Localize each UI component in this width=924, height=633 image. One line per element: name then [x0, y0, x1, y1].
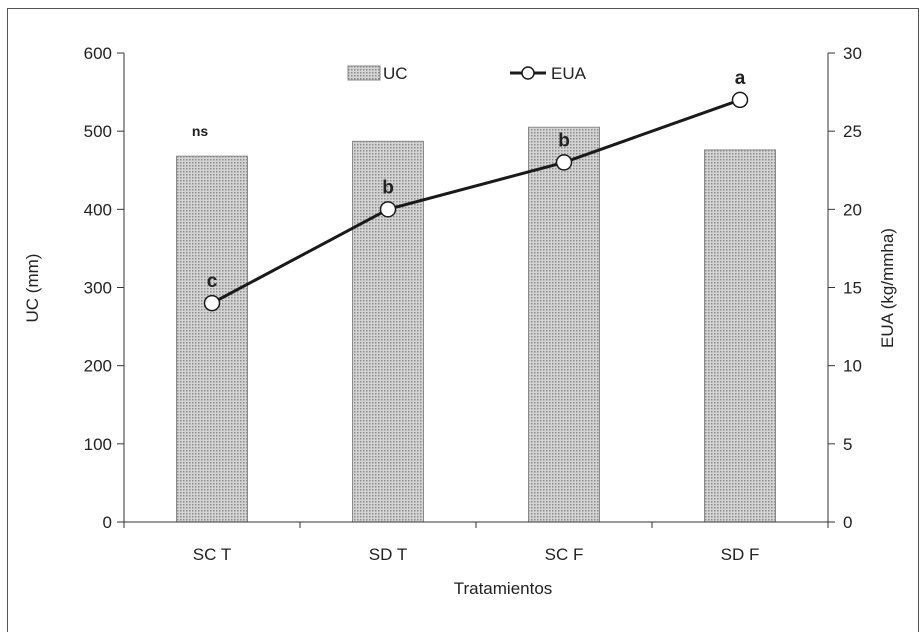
y-tick-label: 400: [84, 200, 112, 219]
eua-significance-label: b: [558, 130, 570, 151]
bars-layer: [176, 126, 776, 523]
y-tick-label: 500: [84, 122, 112, 141]
legend-eua-marker: [521, 66, 535, 80]
eua-point-sd-t: [379, 201, 397, 218]
labels-layer: c b b a ns: [192, 68, 746, 292]
bar-sd-t: [352, 140, 424, 523]
y-tick-label: 100: [84, 435, 112, 454]
axes-layer: 0 100 200 300 400 500 600 0 5 10 15 20 25 30 SC T SD T S…: [84, 44, 862, 564]
y-tick-label: 0: [103, 513, 112, 532]
eua-significance-label: a: [735, 68, 746, 89]
chart-frame: [7, 8, 919, 632]
eua-significance-label: b: [382, 177, 394, 198]
bar-sd-f: [704, 149, 776, 523]
eua-significance-label: c: [207, 271, 218, 292]
uc-significance-label: ns: [192, 123, 209, 139]
x-tick-label: SD F: [721, 545, 760, 564]
legend-uc-label: UC: [383, 64, 408, 83]
legend: UC EUA: [347, 64, 587, 83]
legend-eua-label: EUA: [551, 64, 587, 83]
y2-tick-label: 5: [843, 435, 852, 454]
bar-sc-t: [176, 155, 248, 523]
x-axis-title: Tratamientos: [454, 579, 553, 598]
y2-tick-label: 20: [843, 200, 862, 219]
y-axis-title: UC (mm): [23, 254, 42, 323]
y2-tick-label: 0: [843, 513, 852, 532]
y2-tick-label: 15: [843, 279, 862, 298]
eua-point-sc-t: [203, 294, 221, 312]
y2-tick-label: 10: [843, 357, 862, 376]
y-tick-label: 200: [84, 357, 112, 376]
line-layer: [203, 91, 749, 312]
y2-axis-title: EUA (kg/mmha): [878, 228, 897, 348]
y2-tick-label: 30: [843, 44, 862, 63]
eua-point-sc-f: [555, 154, 573, 171]
x-tick-label: SD T: [369, 545, 407, 564]
eua-point-sd-f: [731, 91, 749, 109]
bar-sc-f: [528, 126, 600, 523]
x-tick-label: SC T: [193, 545, 231, 564]
legend-uc-swatch: [347, 65, 381, 81]
y-tick-label: 300: [84, 279, 112, 298]
y-tick-label: 600: [84, 44, 112, 63]
x-tick-label: SC F: [545, 545, 584, 564]
eua-line: [211, 98, 741, 305]
y2-tick-label: 25: [843, 122, 862, 141]
